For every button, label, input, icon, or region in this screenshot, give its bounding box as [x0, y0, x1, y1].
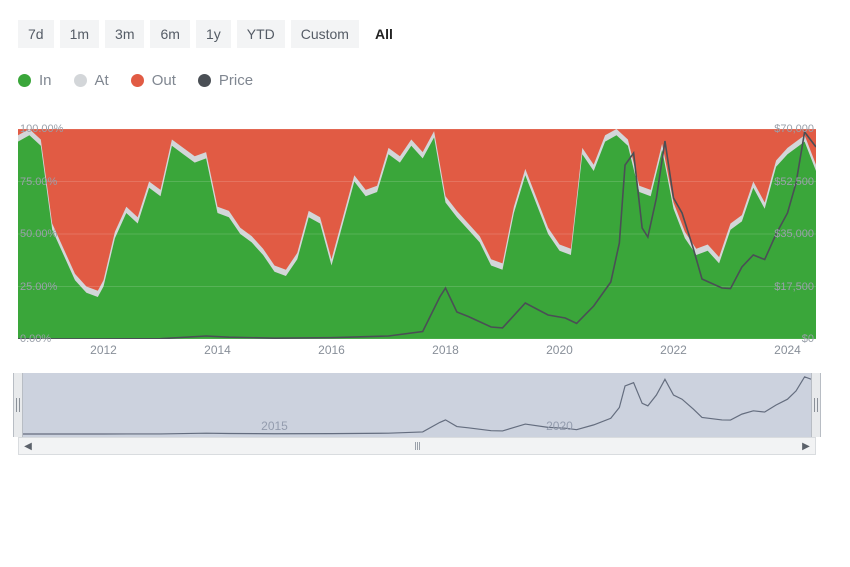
- range-all[interactable]: All: [365, 20, 403, 48]
- x-tick-label: 2012: [90, 343, 117, 357]
- range-3m[interactable]: 3m: [105, 20, 144, 48]
- navigator-handle-right[interactable]: [811, 373, 821, 437]
- navigator[interactable]: 20152020: [18, 373, 816, 437]
- legend-item-price[interactable]: Price: [198, 72, 253, 89]
- legend-item-in[interactable]: In: [18, 72, 52, 89]
- legend-label: In: [39, 72, 52, 89]
- legend-label: At: [95, 72, 109, 89]
- range-7d[interactable]: 7d: [18, 20, 54, 48]
- range-6m[interactable]: 6m: [150, 20, 189, 48]
- x-axis: 2012 2014 2016 2018 2020 2022 2024: [18, 339, 816, 363]
- legend-dot-icon: [198, 74, 211, 87]
- x-tick-label: 2020: [546, 343, 573, 357]
- x-tick-label: 2018: [432, 343, 459, 357]
- x-tick-label: 2016: [318, 343, 345, 357]
- scrollbar[interactable]: ◀ ▶: [18, 437, 816, 455]
- range-1m[interactable]: 1m: [60, 20, 99, 48]
- range-custom[interactable]: Custom: [291, 20, 359, 48]
- scroll-left-button[interactable]: ◀: [19, 438, 37, 454]
- x-tick-label: 2022: [660, 343, 687, 357]
- scroll-track[interactable]: [37, 438, 797, 454]
- chart-canvas: [18, 129, 816, 339]
- navigator-handle-left[interactable]: [13, 373, 23, 437]
- legend-label: Price: [219, 72, 253, 89]
- legend-item-at[interactable]: At: [74, 72, 109, 89]
- x-tick-label: 2014: [204, 343, 231, 357]
- legend-item-out[interactable]: Out: [131, 72, 176, 89]
- legend-dot-icon: [131, 74, 144, 87]
- main-chart: 0.00%25.00%50.00%75.00%100.00% $0$17,500…: [18, 129, 816, 339]
- legend-dot-icon: [18, 74, 31, 87]
- time-range-selector: 7d1m3m6m1yYTDCustomAll: [18, 20, 820, 48]
- range-ytd[interactable]: YTD: [237, 20, 285, 48]
- legend-dot-icon: [74, 74, 87, 87]
- scroll-grip-icon: [415, 442, 420, 450]
- legend-label: Out: [152, 72, 176, 89]
- legend: In At Out Price: [18, 72, 820, 89]
- x-tick-label: 2024: [774, 343, 801, 357]
- scroll-right-button[interactable]: ▶: [797, 438, 815, 454]
- navigator-selection-mask[interactable]: [18, 373, 816, 437]
- range-1y[interactable]: 1y: [196, 20, 231, 48]
